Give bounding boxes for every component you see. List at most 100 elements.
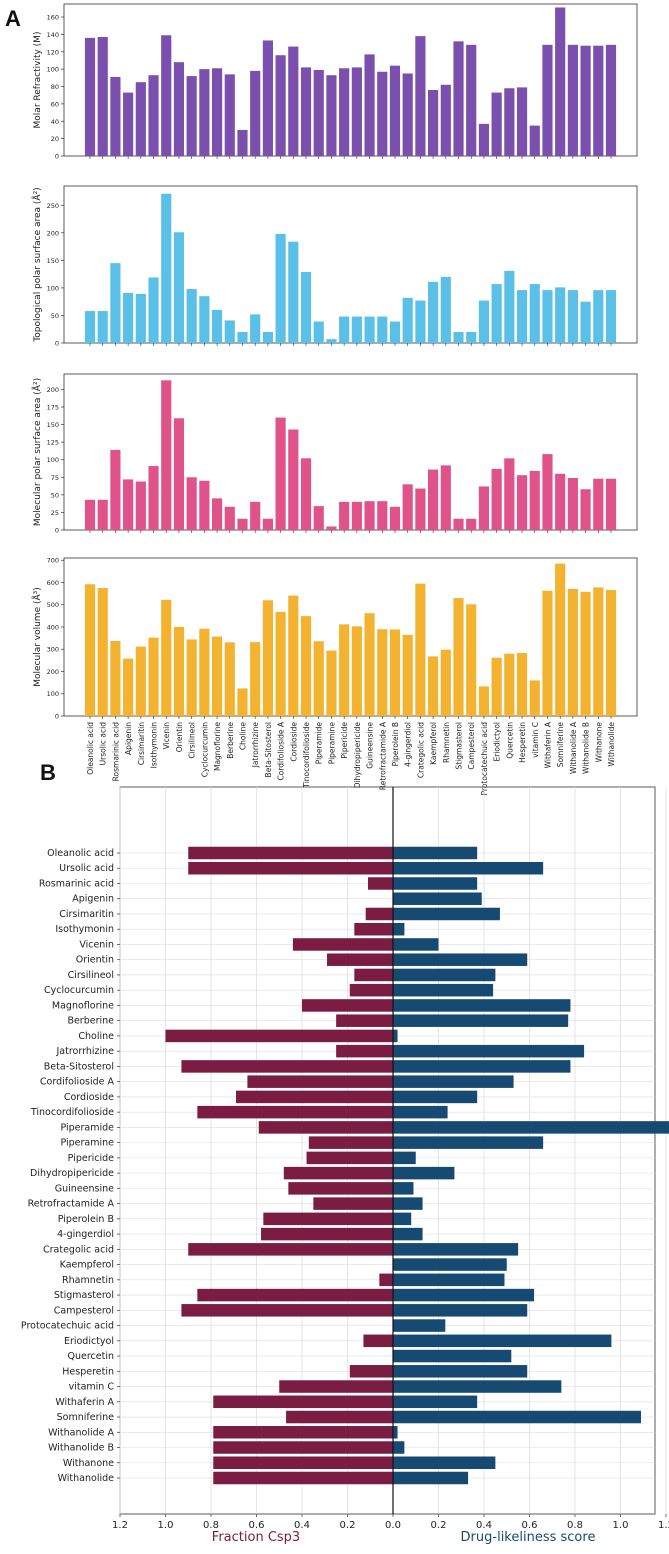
bar-left <box>181 1060 393 1073</box>
x-tick-label: Magnoflorine <box>213 722 222 771</box>
bar-right <box>393 1258 507 1271</box>
y-axis-label: Topological polar surface area (Å²) <box>31 187 43 342</box>
bar <box>84 584 96 716</box>
bar <box>364 54 375 156</box>
x-tick-label: Stigmasterol <box>455 722 464 770</box>
x-tick-label: 0.6 <box>249 1520 265 1531</box>
bar <box>593 290 604 343</box>
y-tick-label: 100 <box>47 66 59 74</box>
bar <box>428 469 439 530</box>
panel-label-b: B <box>40 760 56 785</box>
bar <box>224 74 235 156</box>
bar-left <box>258 1121 393 1134</box>
y-axis-label: Molar Refractivity (M) <box>33 32 43 129</box>
bar <box>123 479 134 530</box>
y-tick-label: Apigenin <box>72 894 114 905</box>
bar <box>453 41 464 156</box>
bar <box>605 478 617 530</box>
bar <box>428 281 439 343</box>
y-tick-label: Campesterol <box>54 1305 114 1316</box>
bar <box>605 44 617 156</box>
bar-right <box>393 1212 412 1226</box>
y-tick-label: Rhamnetin <box>62 1275 114 1286</box>
bar-left <box>279 1380 393 1393</box>
bar-right <box>393 1349 512 1363</box>
bar <box>351 316 362 343</box>
bar <box>453 331 464 343</box>
bar-right <box>393 1151 416 1165</box>
x-tick-label: Guineensine <box>366 722 375 769</box>
y-tick-label: Cordioside <box>64 1092 114 1103</box>
bar <box>504 270 515 343</box>
y-tick-label: Beta-Sitosterol <box>44 1061 114 1072</box>
bar-left <box>165 1029 393 1043</box>
x-tick-label: Quercetin <box>505 722 514 759</box>
x-tick-label: Cirsilineol <box>188 722 197 759</box>
bar-left <box>283 1166 393 1180</box>
y-tick-label: 160 <box>47 14 59 22</box>
x-tick-label: Withanolide <box>607 722 616 767</box>
y-tick-label: Orientin <box>76 955 114 966</box>
bar <box>415 583 426 716</box>
bar <box>542 290 553 343</box>
x-tick-label: Berberine <box>226 722 235 759</box>
bar <box>224 642 235 716</box>
bar <box>516 475 528 530</box>
y-tick-label: 60 <box>51 100 59 108</box>
bar-left <box>213 1441 393 1454</box>
y-tick-label: Kaempferol <box>60 1260 114 1271</box>
x-axis-label-left: Fraction Csp3 <box>212 1530 300 1545</box>
bar <box>440 276 451 343</box>
bar <box>555 563 566 716</box>
bar <box>555 473 566 530</box>
y-tick-label: Tinocordifolioside <box>30 1107 114 1118</box>
bar-left <box>188 846 393 860</box>
bar-left <box>306 1151 393 1165</box>
y-tick-label: 20 <box>51 135 59 143</box>
x-tick-label: Jatrorrhizine <box>251 722 260 769</box>
x-tick-label: Protocatechuic acid <box>480 722 489 796</box>
bar-right <box>393 1075 514 1088</box>
chart-frame-0 <box>63 3 638 157</box>
bar <box>593 587 604 716</box>
x-tick-label: 0.4 <box>294 1520 310 1531</box>
bar <box>135 293 146 343</box>
bar <box>288 46 299 157</box>
bar-left <box>336 1044 393 1058</box>
bar-right <box>393 1060 571 1073</box>
y-tick-label: 600 <box>47 579 59 587</box>
bar-right <box>393 1441 405 1454</box>
x-tick-label: 1.0 <box>613 1520 629 1531</box>
x-tick-label: 0.2 <box>340 1520 356 1531</box>
bar <box>288 241 299 343</box>
y-tick-label: 140 <box>47 31 59 39</box>
bar-right <box>393 1380 562 1393</box>
bar-left <box>354 968 393 982</box>
bar-left <box>349 1365 393 1378</box>
bar <box>313 321 324 343</box>
x-tick-label: 4-gingerdiol <box>404 722 413 767</box>
chart-frame-1 <box>63 185 638 344</box>
y-tick-label: 500 <box>47 601 59 609</box>
bar <box>161 380 172 530</box>
bar <box>326 526 337 530</box>
bar <box>339 501 350 530</box>
y-tick-label: 700 <box>47 557 59 565</box>
bar <box>148 277 159 343</box>
x-tick-label: Isothymonin <box>150 722 159 769</box>
bar <box>478 486 490 530</box>
bar-right <box>393 1090 478 1104</box>
bar-right <box>393 983 494 997</box>
bar <box>262 40 273 157</box>
x-tick-label: Cordifolioside A <box>277 721 286 780</box>
bar <box>542 454 553 530</box>
bar <box>110 263 121 343</box>
bar <box>110 76 121 156</box>
y-tick-label: Cordifolioside A <box>40 1077 115 1088</box>
y-tick-label: Piperamine <box>60 1138 114 1149</box>
x-tick-label: Apigenin <box>124 722 133 755</box>
bar <box>84 311 96 343</box>
x-tick-label: Hesperetin <box>518 722 527 763</box>
bar <box>275 611 286 716</box>
bar <box>377 316 388 343</box>
